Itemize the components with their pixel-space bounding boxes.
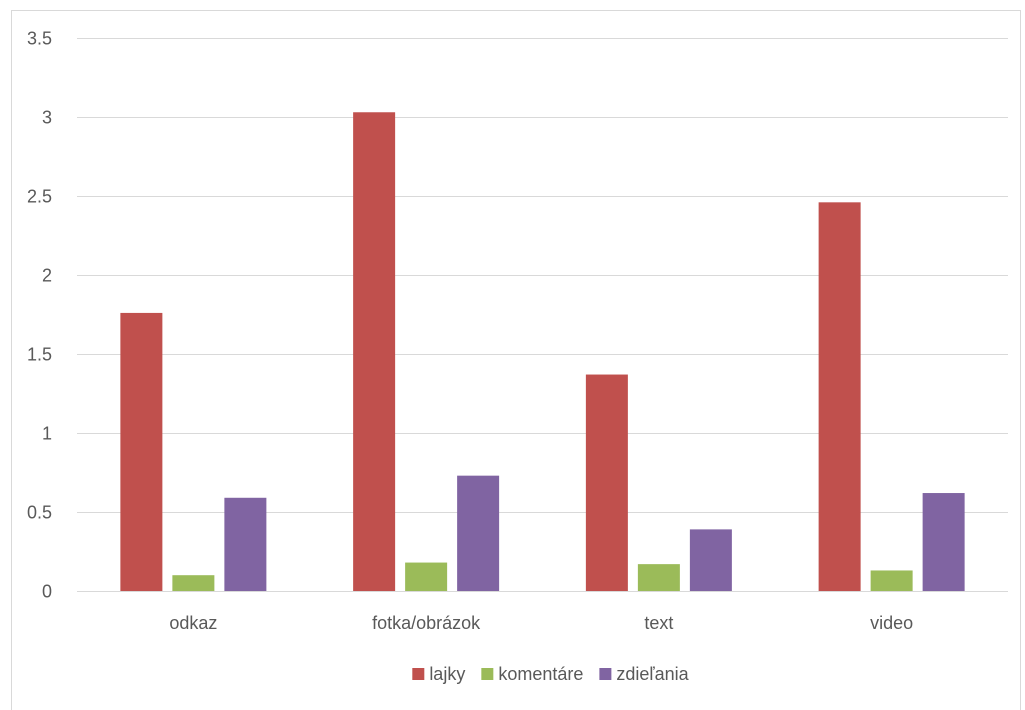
x-tick-label: video <box>870 613 913 633</box>
bars <box>120 112 965 591</box>
legend-label: zdieľania <box>616 664 689 684</box>
legend: lajky komentáre zdieľania <box>412 664 690 684</box>
bar-lajky-odkaz <box>120 312 163 591</box>
y-tick-label: 0.5 <box>27 503 52 523</box>
chart-frame <box>11 10 1021 710</box>
legend-label: lajky <box>429 664 465 684</box>
bar-zdieľania-odkaz <box>224 497 267 591</box>
gridlines <box>77 38 1008 592</box>
bar-zdieľania-fotka/obrázok <box>457 475 500 591</box>
bar-komentáre-text <box>637 564 680 591</box>
legend-swatch <box>481 668 494 680</box>
y-axis: 0 0.5 1 1.5 2 2.5 3 3.5 <box>27 29 52 602</box>
y-tick-label: 1 <box>42 424 52 444</box>
legend-item: komentáre <box>481 664 583 684</box>
bar-lajky-text <box>585 374 628 591</box>
y-tick-label: 3 <box>42 108 52 128</box>
y-tick-label: 1.5 <box>27 345 52 365</box>
bar-komentáre-fotka/obrázok <box>405 562 448 591</box>
legend-swatch <box>599 668 612 680</box>
bar-komentáre-odkaz <box>172 575 215 591</box>
legend-item: lajky <box>412 664 465 684</box>
x-tick-label: odkaz <box>169 613 217 633</box>
bar-lajky-fotka/obrázok <box>353 112 396 591</box>
x-tick-label: fotka/obrázok <box>372 613 481 633</box>
y-tick-label: 2 <box>42 266 52 286</box>
bar-komentáre-video <box>870 570 913 591</box>
y-tick-label: 3.5 <box>27 29 52 49</box>
y-tick-label: 2.5 <box>27 187 52 207</box>
bar-zdieľania-video <box>922 493 965 591</box>
legend-item: zdieľania <box>599 664 690 684</box>
legend-swatch <box>412 668 425 680</box>
x-tick-label: text <box>644 613 673 633</box>
bar-zdieľania-text <box>689 529 732 591</box>
y-tick-label: 0 <box>42 582 52 602</box>
x-axis: odkaz fotka/obrázok text video <box>77 591 1008 633</box>
legend-label: komentáre <box>498 664 583 684</box>
bar-lajky-video <box>818 202 861 591</box>
